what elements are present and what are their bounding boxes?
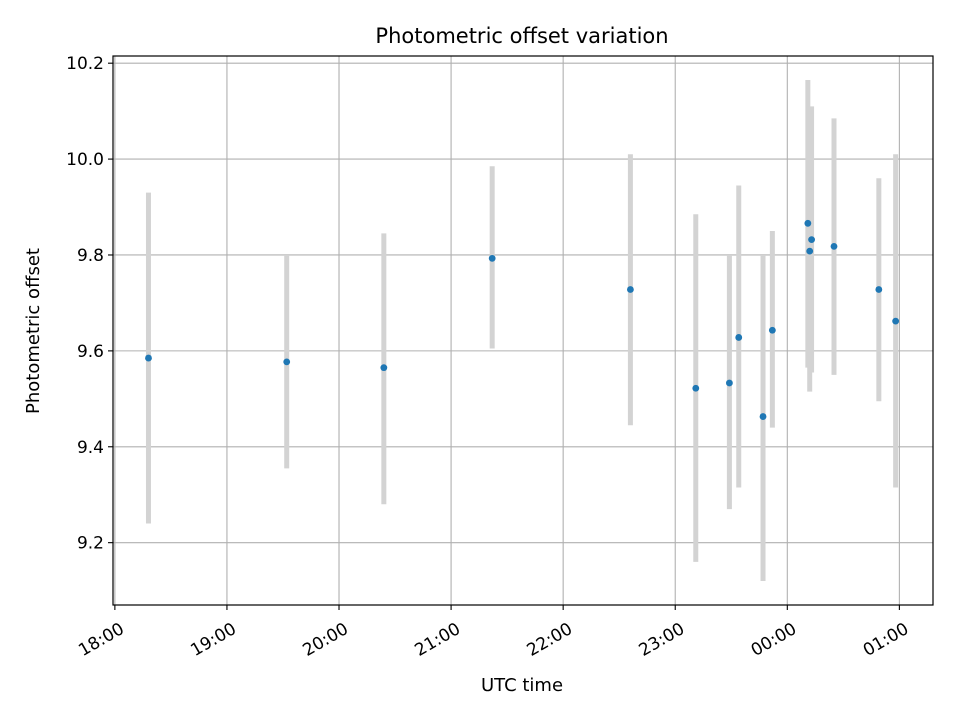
x-axis-ticks: 18:00 19:00 20:00 21:00 22:00 23:00 00:00 01:00 — [75, 605, 912, 661]
y-tick-label: 10.2 — [66, 54, 104, 74]
data-point — [808, 236, 815, 244]
plot-frame — [112, 55, 934, 606]
x-tick-label: 21:00 — [412, 619, 464, 661]
data-point — [627, 286, 634, 293]
data-point — [726, 379, 733, 387]
x-axis-label: UTC time — [481, 675, 563, 696]
data-point — [875, 286, 883, 293]
chart-title: Photometric offset variation — [375, 24, 668, 48]
data-point — [380, 364, 388, 372]
grid — [113, 56, 933, 605]
y-tick-label: 9.8 — [77, 246, 104, 266]
x-tick-label: 22:00 — [524, 619, 576, 661]
y-tick-label: 9.6 — [77, 342, 104, 362]
data-point — [759, 413, 767, 420]
data-point — [283, 358, 291, 366]
x-tick-label: 01:00 — [860, 619, 912, 661]
x-tick-label: 23:00 — [636, 619, 688, 661]
data-point — [488, 254, 496, 262]
y-tick-label: 9.4 — [77, 438, 104, 458]
data-point — [735, 334, 743, 341]
data-point — [892, 317, 900, 325]
y-tick-label: 9.2 — [77, 534, 104, 554]
data-points — [145, 219, 900, 420]
x-tick-label: 00:00 — [748, 619, 800, 661]
data-point — [145, 354, 152, 362]
data-point — [768, 326, 776, 334]
data-point — [830, 242, 838, 250]
y-axis-ticks: 9.2 9.4 9.6 9.8 10.0 10.2 — [66, 54, 113, 554]
data-point — [804, 219, 812, 227]
x-tick-label: 18:00 — [75, 619, 127, 661]
x-tick-label: 19:00 — [187, 619, 239, 661]
y-tick-label: 10.0 — [66, 150, 104, 170]
error-bars — [145, 79, 899, 582]
x-tick-label: 20:00 — [299, 619, 351, 661]
data-point — [806, 247, 814, 255]
y-axis-label: Photometric offset — [23, 248, 44, 414]
data-point — [692, 384, 700, 392]
